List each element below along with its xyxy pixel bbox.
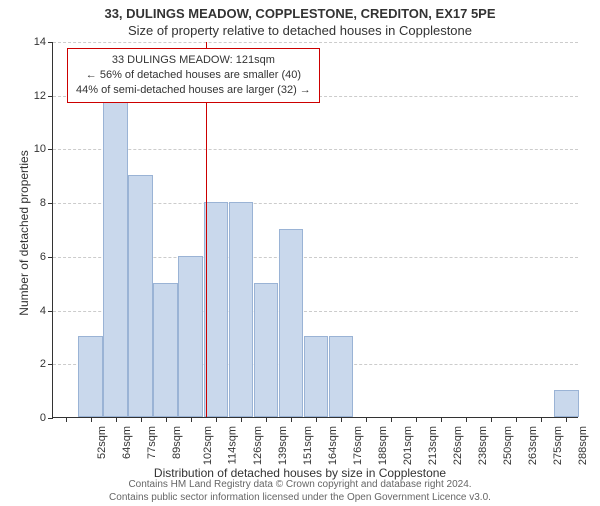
- histogram-bar: [128, 175, 153, 417]
- footer-line2: Contains public sector information licen…: [0, 491, 600, 504]
- xtick-label: 126sqm: [252, 426, 264, 465]
- xtick-mark: [91, 417, 92, 422]
- xtick-mark: [291, 417, 292, 422]
- xtick-label: 64sqm: [121, 426, 133, 459]
- histogram-bar: [153, 283, 178, 417]
- histogram-bar: [103, 68, 128, 417]
- xtick-mark: [341, 417, 342, 422]
- xtick-label: 213sqm: [427, 426, 439, 465]
- ytick-mark: [48, 364, 53, 365]
- xtick-label: 288sqm: [578, 426, 590, 465]
- xtick-label: 275sqm: [553, 426, 565, 465]
- ytick-label: 8: [16, 197, 46, 209]
- xtick-mark: [66, 417, 67, 422]
- annotation-line: 33 DULINGS MEADOW: 121sqm: [76, 53, 311, 68]
- histogram-bar: [329, 336, 354, 417]
- annotation-line: 44% of semi-detached houses are larger (…: [76, 83, 311, 98]
- xtick-label: 238sqm: [477, 426, 489, 465]
- xtick-mark: [491, 417, 492, 422]
- histogram-bar: [178, 256, 203, 417]
- histogram-bar: [554, 390, 579, 417]
- xtick-mark: [316, 417, 317, 422]
- histogram-bar: [204, 202, 229, 417]
- xtick-mark: [166, 417, 167, 422]
- xtick-mark: [216, 417, 217, 422]
- xtick-mark: [441, 417, 442, 422]
- ytick-label: 2: [16, 358, 46, 370]
- histogram-bar: [279, 229, 304, 417]
- xtick-label: 263sqm: [527, 426, 539, 465]
- xtick-label: 201sqm: [402, 426, 414, 465]
- xtick-label: 77sqm: [146, 426, 158, 459]
- annotation-box: 33 DULINGS MEADOW: 121sqm← 56% of detach…: [67, 48, 320, 103]
- xtick-label: 102sqm: [202, 426, 214, 465]
- xtick-mark: [516, 417, 517, 422]
- ytick-label: 10: [16, 143, 46, 155]
- xtick-mark: [116, 417, 117, 422]
- xtick-mark: [241, 417, 242, 422]
- xtick-mark: [416, 417, 417, 422]
- chart-area: 0246810121452sqm64sqm77sqm89sqm102sqm114…: [52, 42, 578, 418]
- ytick-mark: [48, 418, 53, 419]
- histogram-bar: [304, 336, 329, 417]
- page-title-desc: Size of property relative to detached ho…: [0, 23, 600, 38]
- ytick-label: 14: [16, 36, 46, 48]
- histogram-bar: [254, 283, 279, 417]
- footer-line1: Contains HM Land Registry data © Crown c…: [0, 478, 600, 491]
- xtick-label: 139sqm: [277, 426, 289, 465]
- footer: Contains HM Land Registry data © Crown c…: [0, 478, 600, 504]
- xtick-mark: [191, 417, 192, 422]
- xtick-mark: [566, 417, 567, 422]
- ytick-mark: [48, 257, 53, 258]
- plot-area: 0246810121452sqm64sqm77sqm89sqm102sqm114…: [52, 42, 578, 418]
- ytick-label: 4: [16, 305, 46, 317]
- xtick-mark: [266, 417, 267, 422]
- xtick-label: 176sqm: [352, 426, 364, 465]
- ytick-label: 6: [16, 251, 46, 263]
- xtick-label: 114sqm: [226, 426, 238, 464]
- ytick-mark: [48, 203, 53, 204]
- page-title-address: 33, DULINGS MEADOW, COPPLESTONE, CREDITO…: [0, 6, 600, 21]
- xtick-mark: [366, 417, 367, 422]
- xtick-label: 52sqm: [96, 426, 108, 459]
- xtick-mark: [141, 417, 142, 422]
- xtick-mark: [541, 417, 542, 422]
- annotation-line: ← 56% of detached houses are smaller (40…: [76, 68, 311, 83]
- xtick-mark: [466, 417, 467, 422]
- ytick-label: 0: [16, 412, 46, 424]
- histogram-bar: [78, 336, 103, 417]
- ytick-mark: [48, 311, 53, 312]
- xtick-label: 250sqm: [502, 426, 514, 465]
- xtick-label: 164sqm: [327, 426, 339, 465]
- xtick-mark: [391, 417, 392, 422]
- histogram-bar: [229, 202, 254, 417]
- gridline: [53, 149, 578, 150]
- ytick-mark: [48, 149, 53, 150]
- xtick-label: 226sqm: [452, 426, 464, 465]
- xtick-label: 151sqm: [302, 426, 314, 465]
- gridline: [53, 42, 578, 43]
- ytick-mark: [48, 96, 53, 97]
- ytick-mark: [48, 42, 53, 43]
- y-axis-label: Number of detached properties: [17, 133, 31, 333]
- xtick-label: 89sqm: [171, 426, 183, 459]
- ytick-label: 12: [16, 90, 46, 102]
- xtick-label: 188sqm: [377, 426, 389, 465]
